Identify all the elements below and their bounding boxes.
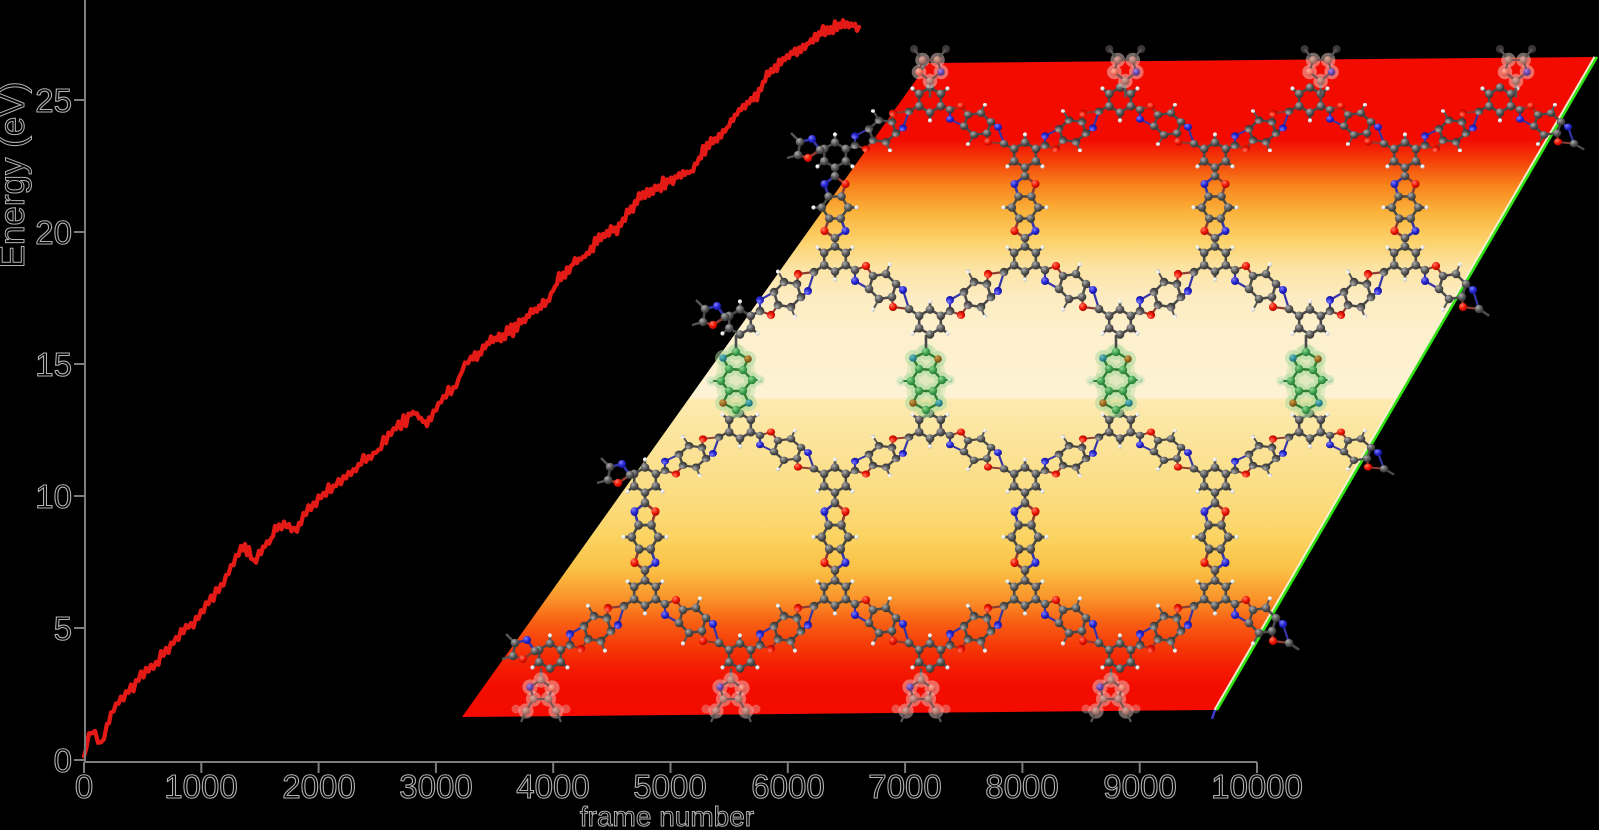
svg-text:7000: 7000 [868, 768, 941, 805]
svg-text:4000: 4000 [516, 768, 589, 805]
svg-text:10000: 10000 [1211, 768, 1303, 805]
svg-text:0: 0 [54, 742, 72, 779]
svg-text:5: 5 [54, 610, 72, 647]
svg-text:15: 15 [35, 346, 72, 383]
svg-text:20: 20 [35, 214, 72, 251]
svg-text:5000: 5000 [633, 768, 706, 805]
svg-text:2000: 2000 [282, 768, 355, 805]
svg-text:6000: 6000 [751, 768, 824, 805]
svg-text:8000: 8000 [985, 768, 1058, 805]
svg-text:9000: 9000 [1103, 768, 1176, 805]
svg-text:0: 0 [75, 768, 93, 805]
svg-text:3000: 3000 [399, 768, 472, 805]
svg-text:1000: 1000 [164, 768, 237, 805]
svg-text:25: 25 [35, 82, 72, 119]
svg-text:Energy (eV): Energy (eV) [0, 82, 32, 269]
svg-text:10: 10 [35, 478, 72, 515]
svg-text:frame number: frame number [580, 801, 754, 830]
